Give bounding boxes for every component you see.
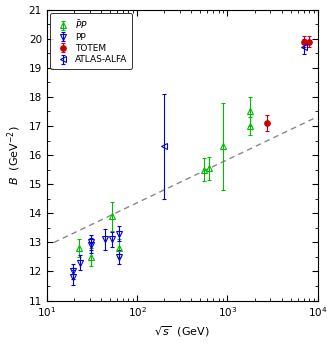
Y-axis label: $B$  (GeV$^{-2}$): $B$ (GeV$^{-2}$) (6, 125, 23, 185)
Legend: $\bar{P}P$, PP, TOTEM, ATLAS-ALFA: $\bar{P}P$, PP, TOTEM, ATLAS-ALFA (50, 13, 132, 69)
X-axis label: $\sqrt{s}$  (GeV): $\sqrt{s}$ (GeV) (155, 325, 210, 339)
